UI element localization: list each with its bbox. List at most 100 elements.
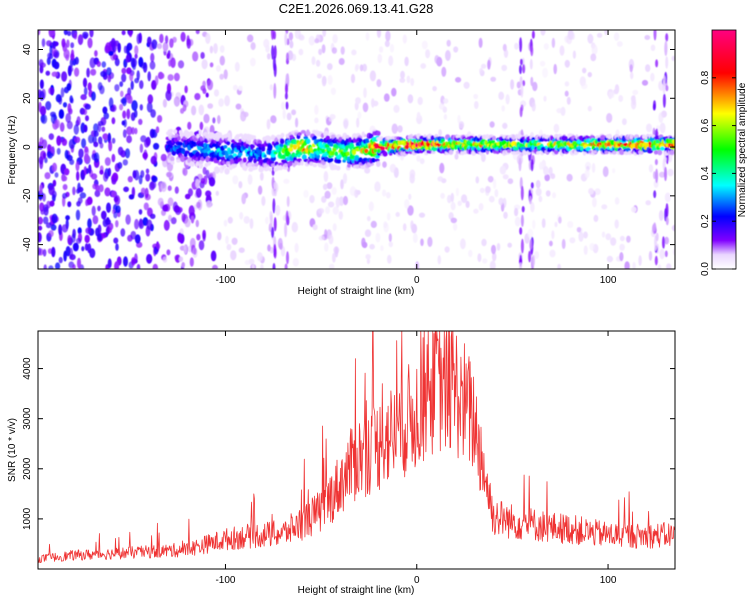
spectrogram-cell [385, 30, 391, 42]
spectrogram-cell [632, 89, 639, 95]
spectrogram-cell [671, 139, 675, 144]
spectrogram-cell [198, 129, 202, 136]
spectrogram-cell [231, 237, 238, 245]
spectrogram-cell [173, 96, 180, 107]
spectrogram-cell [175, 254, 181, 263]
spectrogram-cell [247, 34, 254, 43]
spectrogram-cell [332, 147, 337, 153]
spectrogram-cell [284, 32, 288, 46]
spectrogram-cell [139, 143, 144, 153]
spectrogram-cell [530, 202, 535, 213]
spectrogram-cell [641, 79, 649, 86]
spectrogram-cell [103, 171, 109, 182]
spectrogram-cell [545, 190, 551, 197]
spectrogram-cell [596, 32, 603, 38]
spectrogram-cell [223, 69, 228, 80]
spectrogram-cell [646, 123, 652, 133]
spectrogram-cell [230, 139, 236, 143]
spectrogram-cell [81, 138, 87, 149]
spectrogram-cell [478, 203, 484, 211]
spectrogram-cell [257, 156, 263, 160]
spectrogram-cell [450, 192, 454, 203]
spectrogram-cell [328, 116, 334, 122]
spectrogram-cell [330, 87, 336, 96]
spectrogram-cell [86, 67, 90, 78]
spectrogram-cell [61, 38, 66, 48]
spectrogram-cell [181, 148, 185, 153]
spectrogram-cell [114, 84, 120, 92]
spectrogram-cell [63, 30, 68, 36]
spectrogram-cell [317, 208, 325, 214]
spectrogram-cell [607, 133, 612, 140]
spectrogram-cell [273, 83, 277, 99]
spectrogram-cell [130, 230, 137, 240]
spectrogram-noise [38, 30, 675, 269]
spectrogram-cell [421, 40, 428, 50]
spectrogram-cell [318, 235, 325, 241]
spectrogram-cell [184, 218, 191, 228]
spectrogram-cell [463, 81, 470, 89]
spectrogram-cell [340, 179, 344, 190]
spectrogram-cell [655, 168, 659, 184]
spectrogram-cell [622, 118, 627, 126]
spectrogram-cell [658, 112, 664, 123]
spectrogram-cell [195, 187, 202, 198]
spectrogram-cell [177, 142, 183, 146]
spectrogram-cell [560, 106, 566, 116]
spectrogram-cell [384, 40, 390, 48]
spectrogram-cell [159, 72, 165, 79]
spectrogram-cell [462, 150, 468, 155]
spectrogram-cell [354, 155, 360, 161]
spectrogram-cell [145, 173, 151, 182]
spectrogram-cell [511, 134, 516, 141]
x-tick-label: 0 [414, 575, 420, 586]
spectrogram-cell [74, 67, 80, 77]
spectrogram-cell [187, 121, 192, 130]
spectrogram-cell [368, 201, 374, 212]
spectrogram-cell [177, 232, 183, 243]
spectrogram-cell [543, 95, 547, 102]
spectrogram-cell [532, 81, 538, 92]
spectrogram-cell [203, 142, 208, 148]
spectrogram-cell [592, 197, 597, 208]
spectrogram-cell [309, 157, 314, 164]
spectrogram-cell [528, 250, 532, 263]
spectrogram-cell [399, 77, 406, 83]
spectrogram-cell [48, 230, 54, 238]
spectrogram-cell [417, 96, 423, 106]
spectrogram-cell [99, 169, 104, 175]
spectrogram-cell [157, 197, 164, 207]
spectrogram-cell [519, 106, 523, 118]
spectrogram-cell [303, 189, 309, 198]
spectrogram-cell [551, 230, 555, 240]
spectrogram-cell [257, 252, 263, 262]
spectrogram-cell [325, 206, 330, 214]
spectrogram-cell [85, 115, 89, 122]
spectrogram-cell [180, 108, 185, 114]
spectrogram-cell [352, 149, 357, 156]
spectrogram-cell [145, 168, 150, 174]
spectrogram-cell [66, 120, 73, 130]
spectrogram-cell [404, 56, 409, 67]
spectrogram-cell [338, 196, 344, 206]
spectrogram-cell [280, 132, 285, 138]
spectrogram-cell [382, 189, 387, 197]
spectrogram-cell [188, 205, 195, 217]
spectrogram-cell [207, 161, 212, 165]
spectrogram-cell [288, 147, 293, 152]
spectrogram-cell [67, 234, 72, 245]
spectrogram-cell [383, 221, 388, 229]
spectrogram-cell [285, 210, 289, 226]
spectrogram-cell [604, 150, 609, 155]
spectrogram-cell [61, 138, 68, 146]
spectrogram-cell [300, 160, 304, 166]
spectrogram-cell [343, 195, 348, 206]
spectrogram-cell [606, 255, 614, 263]
spectrogram-cell [219, 55, 225, 66]
spectrogram-cell [327, 147, 332, 151]
spectrogram-cell [84, 146, 89, 153]
spectrogram-cell [331, 186, 337, 195]
spectrogram-cell [388, 233, 392, 242]
spectrogram-cell [529, 239, 533, 250]
spectrogram-cell [322, 30, 327, 37]
